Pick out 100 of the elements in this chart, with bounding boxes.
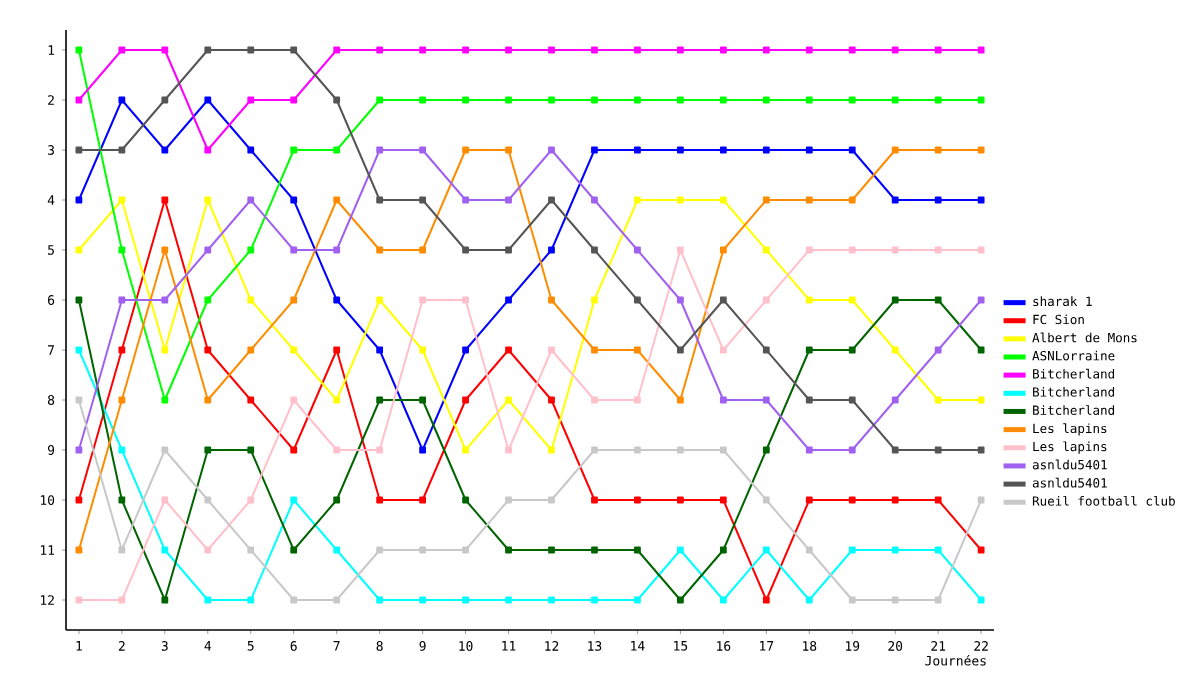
- point: [591, 246, 598, 254]
- point: [977, 296, 985, 304]
- point: [977, 346, 985, 354]
- point: [290, 246, 298, 254]
- point: [204, 446, 212, 454]
- point: [848, 596, 856, 604]
- point: [462, 146, 469, 154]
- point: [462, 296, 469, 304]
- point: [934, 46, 942, 54]
- point: [333, 396, 341, 404]
- point: [161, 346, 169, 354]
- point: [376, 96, 384, 104]
- point: [376, 146, 384, 154]
- point: [676, 296, 684, 304]
- point: [505, 246, 512, 254]
- point: [505, 46, 512, 54]
- point: [376, 46, 384, 54]
- point: [548, 396, 555, 404]
- point: [634, 546, 641, 554]
- point: [290, 496, 298, 504]
- point: [977, 146, 985, 154]
- point: [505, 346, 512, 354]
- point: [634, 396, 641, 404]
- point: [805, 46, 813, 54]
- point: [977, 496, 985, 504]
- point: [247, 196, 255, 204]
- point: [848, 246, 856, 254]
- point: [891, 246, 899, 254]
- point: [634, 146, 641, 154]
- point: [419, 496, 427, 504]
- point: [204, 296, 212, 304]
- point: [376, 396, 384, 404]
- point: [118, 346, 126, 354]
- point: [548, 496, 555, 504]
- point: [290, 346, 298, 354]
- point: [977, 446, 985, 454]
- point: [462, 596, 469, 604]
- point: [462, 396, 469, 404]
- point: [505, 446, 512, 454]
- point: [676, 596, 684, 604]
- point: [161, 196, 169, 204]
- point: [505, 596, 512, 604]
- point: [805, 596, 813, 604]
- point: [376, 196, 384, 204]
- point: [891, 446, 899, 454]
- point: [634, 296, 641, 304]
- point: [762, 396, 770, 404]
- point: [891, 146, 899, 154]
- point: [505, 396, 512, 404]
- point: [719, 146, 727, 154]
- point: [634, 246, 641, 254]
- point: [591, 146, 598, 154]
- point: [591, 396, 598, 404]
- point: [290, 396, 298, 404]
- point: [118, 496, 126, 504]
- point: [118, 246, 126, 254]
- point: [891, 346, 899, 354]
- point: [805, 146, 813, 154]
- point: [333, 596, 341, 604]
- point: [719, 196, 727, 204]
- point: [118, 446, 126, 454]
- point: [591, 46, 598, 54]
- point: [591, 596, 598, 604]
- point: [848, 396, 856, 404]
- point: [247, 596, 255, 604]
- point: [934, 596, 942, 604]
- point: [161, 496, 169, 504]
- point: [719, 346, 727, 354]
- point: [676, 146, 684, 154]
- point: [505, 196, 512, 204]
- point: [719, 446, 727, 454]
- point: [719, 96, 727, 104]
- point: [290, 546, 298, 554]
- point: [934, 546, 942, 554]
- point: [118, 546, 126, 554]
- point: [891, 96, 899, 104]
- point: [204, 396, 212, 404]
- point: [934, 446, 942, 454]
- point: [462, 346, 469, 354]
- point: [762, 596, 770, 604]
- point: [848, 296, 856, 304]
- point: [719, 546, 727, 554]
- point: [161, 146, 169, 154]
- point: [934, 296, 942, 304]
- point: [161, 246, 169, 254]
- point: [290, 46, 298, 54]
- point: [805, 446, 813, 454]
- point: [762, 546, 770, 554]
- point: [333, 296, 341, 304]
- point: [891, 396, 899, 404]
- point: [676, 346, 684, 354]
- point: [891, 46, 899, 54]
- point: [591, 496, 598, 504]
- point: [247, 296, 255, 304]
- point: [204, 496, 212, 504]
- point: [591, 96, 598, 104]
- point: [376, 446, 384, 454]
- point: [762, 46, 770, 54]
- point: [376, 596, 384, 604]
- point: [290, 596, 298, 604]
